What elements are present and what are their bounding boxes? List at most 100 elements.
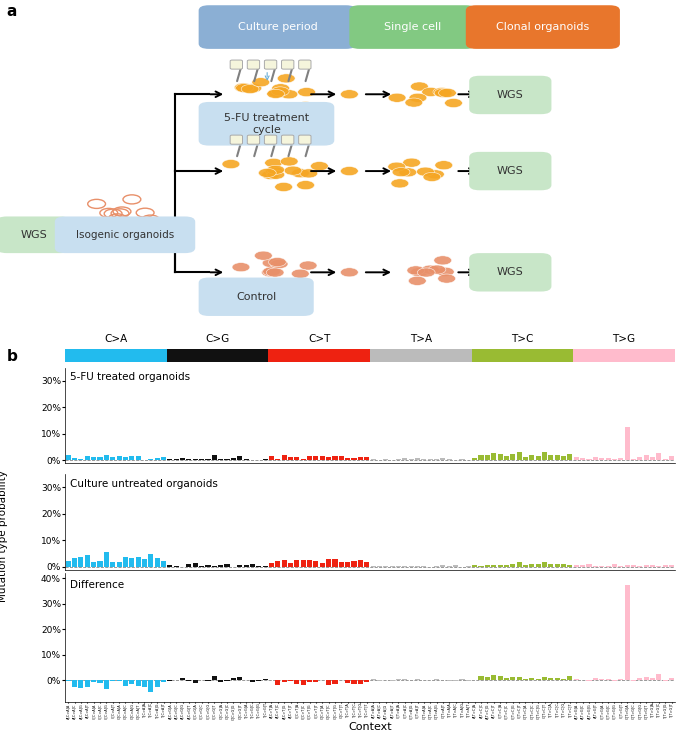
Bar	[320, 456, 325, 460]
Bar	[123, 557, 128, 567]
Bar	[104, 454, 109, 460]
Text: WGS: WGS	[20, 230, 47, 240]
Circle shape	[434, 88, 452, 98]
Text: Isogenic organoids: Isogenic organoids	[76, 230, 174, 240]
Bar	[504, 564, 509, 567]
FancyBboxPatch shape	[469, 152, 551, 190]
FancyBboxPatch shape	[282, 135, 294, 144]
Bar	[396, 459, 401, 460]
Bar	[625, 585, 630, 681]
Bar	[479, 456, 484, 460]
Bar	[186, 459, 191, 460]
Text: 5-FU treated organoids: 5-FU treated organoids	[70, 373, 190, 382]
Circle shape	[410, 82, 428, 91]
Circle shape	[268, 88, 286, 98]
Circle shape	[423, 173, 441, 182]
Bar	[66, 561, 71, 567]
Bar	[148, 459, 153, 460]
Bar	[612, 459, 617, 460]
Bar	[65, 349, 166, 362]
Bar	[161, 456, 166, 460]
Bar	[574, 679, 579, 681]
Bar	[326, 457, 331, 460]
Bar	[244, 565, 249, 567]
Circle shape	[222, 159, 240, 168]
Bar	[72, 681, 77, 687]
Bar	[402, 459, 408, 460]
Circle shape	[271, 87, 289, 96]
Bar	[669, 564, 674, 567]
Bar	[237, 677, 242, 681]
Bar	[199, 459, 204, 460]
Bar	[91, 562, 96, 567]
Bar	[567, 676, 573, 681]
FancyBboxPatch shape	[349, 5, 476, 49]
Bar	[345, 459, 350, 460]
Bar	[549, 454, 553, 460]
Circle shape	[340, 167, 358, 176]
Bar	[332, 456, 338, 460]
Bar	[662, 459, 668, 460]
Bar	[85, 681, 90, 687]
Circle shape	[275, 182, 292, 192]
Bar	[313, 456, 319, 460]
Bar	[402, 679, 408, 681]
Bar	[351, 681, 357, 684]
Circle shape	[392, 168, 410, 176]
Bar	[656, 674, 662, 681]
Circle shape	[299, 261, 317, 270]
Bar	[662, 564, 668, 567]
Bar	[421, 459, 427, 460]
Bar	[269, 456, 274, 460]
Bar	[250, 681, 255, 682]
Circle shape	[248, 282, 266, 290]
Bar	[72, 558, 77, 567]
Text: Culture untreated organoids: Culture untreated organoids	[70, 479, 218, 489]
Bar	[650, 678, 655, 681]
Bar	[301, 459, 306, 460]
Bar	[66, 456, 71, 460]
Bar	[549, 678, 553, 681]
Bar	[237, 456, 242, 460]
FancyBboxPatch shape	[264, 60, 277, 69]
Circle shape	[244, 84, 262, 93]
Bar	[510, 677, 515, 681]
Text: WGS: WGS	[497, 268, 524, 277]
Text: T>C: T>C	[511, 334, 534, 345]
Bar	[282, 681, 287, 682]
FancyBboxPatch shape	[299, 135, 311, 144]
Text: Clonal organoids: Clonal organoids	[496, 22, 590, 32]
Bar	[275, 561, 280, 567]
Bar	[555, 678, 560, 681]
Bar	[497, 676, 503, 681]
Bar	[332, 681, 338, 684]
Bar	[409, 565, 414, 567]
Circle shape	[265, 167, 283, 176]
X-axis label: Context: Context	[348, 723, 392, 733]
Bar	[307, 560, 312, 567]
Circle shape	[340, 90, 358, 98]
Circle shape	[232, 262, 250, 272]
Bar	[460, 459, 464, 460]
Circle shape	[340, 268, 358, 277]
FancyBboxPatch shape	[0, 216, 71, 253]
Bar	[637, 678, 643, 681]
Bar	[371, 459, 375, 460]
Bar	[282, 559, 287, 567]
FancyBboxPatch shape	[230, 135, 242, 144]
Bar	[358, 560, 363, 567]
Text: Difference: Difference	[70, 580, 124, 589]
Bar	[415, 679, 420, 681]
Bar	[110, 456, 115, 460]
Bar	[440, 565, 445, 567]
Bar	[497, 564, 503, 567]
Bar	[269, 349, 370, 362]
Bar	[485, 565, 490, 567]
Bar	[358, 457, 363, 460]
Circle shape	[264, 158, 282, 168]
Bar	[167, 459, 173, 460]
Circle shape	[417, 268, 435, 277]
Bar	[269, 562, 274, 567]
Bar	[485, 676, 490, 681]
FancyBboxPatch shape	[199, 278, 314, 316]
